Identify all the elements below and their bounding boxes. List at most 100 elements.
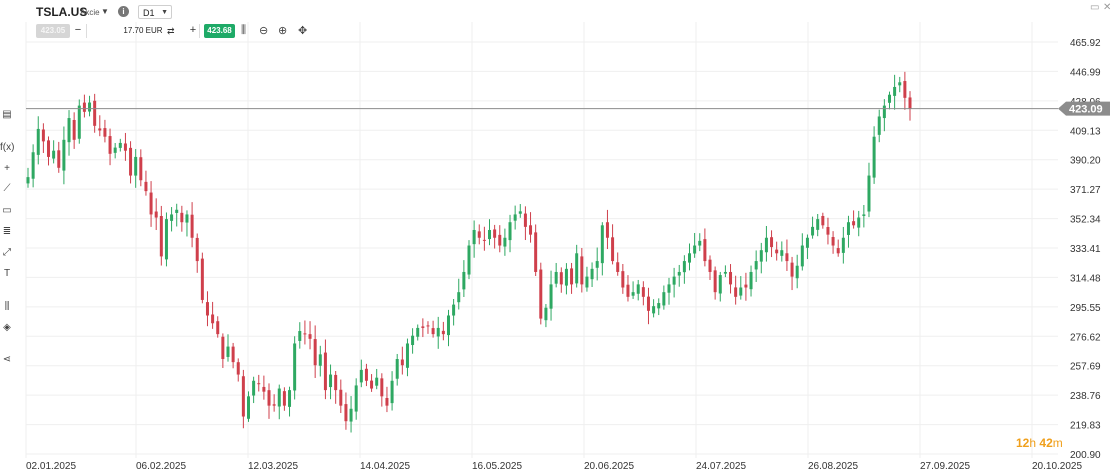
indicator-icon[interactable]: ⫼ (4, 301, 10, 312)
zoom-in-icon[interactable]: ⊕ (278, 25, 288, 37)
candle-body (354, 385, 358, 412)
y-tick-label: 314.48 (1070, 273, 1101, 284)
candle-body (303, 333, 307, 335)
candle-body (749, 271, 753, 290)
candle-body (170, 214, 174, 221)
candle-body (247, 396, 250, 419)
info-icon[interactable]: i (118, 6, 129, 17)
candle-body (395, 359, 399, 379)
current-price-tag: 423.09 (1058, 101, 1110, 116)
candle-body (139, 157, 143, 181)
candle-body (657, 303, 661, 309)
candle-body (318, 354, 322, 366)
zoom-out-icon[interactable]: ⊖ (259, 25, 269, 37)
candle-body (759, 250, 763, 262)
candle-body (390, 380, 394, 404)
minimize-icon[interactable]: ▭ (1090, 2, 1100, 13)
candle-body (262, 386, 266, 392)
candle-body (62, 139, 66, 171)
candle-body (785, 253, 789, 262)
symbol-dropdown-icon[interactable]: ▼ (101, 7, 109, 16)
layout-icon[interactable]: ▤ (2, 109, 12, 120)
candle-body (857, 217, 861, 228)
candle-body (323, 352, 327, 391)
candle-body (72, 119, 76, 140)
timer-minutes: 42 (1039, 436, 1053, 450)
candle-body (113, 147, 117, 153)
candle-body (908, 97, 912, 109)
candle-body (811, 226, 815, 236)
y-tick-label: 219.83 (1070, 421, 1101, 432)
candle-body (646, 296, 650, 311)
candle-body (503, 237, 507, 247)
x-tick-label: 20.10.2025 (1032, 461, 1082, 472)
fibonacci-icon[interactable]: ≣ (2, 226, 12, 237)
candle-body (267, 390, 271, 406)
trend-icon[interactable]: ⤢ (3, 247, 11, 258)
x-tick-label: 02.01.2025 (26, 461, 76, 472)
candle-body (564, 268, 568, 286)
timer-minutes-unit: m (1052, 436, 1063, 450)
candle-body (103, 128, 107, 137)
candle-body (852, 221, 856, 226)
candle-body (805, 237, 809, 248)
top-bar: TSLA.US Akcie ▼ i D1 ▼ ▭ ✕ (0, 0, 1114, 22)
close-icon[interactable]: ✕ (1103, 2, 1112, 13)
symbol-label[interactable]: TSLA.US (36, 5, 88, 19)
candle-body (385, 397, 389, 406)
amount-field[interactable]: 17.70 EUR (86, 24, 200, 38)
candle-body (498, 234, 502, 246)
candle-body (211, 314, 215, 324)
layers-icon[interactable]: ◈ (3, 322, 11, 333)
fx-icon[interactable]: f(x) (0, 142, 15, 153)
candle-body (221, 336, 225, 360)
candle-body (77, 105, 81, 139)
candle-body (257, 383, 261, 385)
candle-body (93, 100, 97, 126)
candle-body (472, 229, 476, 245)
candle-body (718, 275, 722, 294)
candle-body (57, 150, 61, 168)
share-icon[interactable]: ⋖ (2, 354, 12, 365)
candle-body (488, 229, 492, 240)
candle-body (334, 374, 338, 391)
candle-body (313, 339, 317, 366)
crosshair-icon[interactable]: + (4, 163, 10, 174)
candle-body (898, 82, 902, 86)
buy-button[interactable]: 423.68 (204, 24, 235, 38)
line-tool-icon[interactable]: ⟋ (3, 183, 11, 194)
x-tick-label: 24.07.2025 (696, 461, 746, 472)
candle-body (446, 315, 450, 336)
candle-body (493, 229, 497, 238)
candle-body (236, 362, 240, 375)
candle-body (703, 239, 707, 262)
text-tool-icon[interactable]: T (3, 268, 11, 279)
candle-body (154, 211, 158, 218)
sell-button[interactable]: 423.05 (36, 24, 70, 38)
timeframe-select[interactable]: D1 ▼ (138, 5, 172, 19)
candle-body (31, 152, 35, 179)
candle-body (636, 284, 640, 294)
decrease-amount-button[interactable]: − (74, 24, 82, 36)
candle-body (775, 249, 779, 254)
y-tick-label: 257.69 (1070, 362, 1101, 373)
candle-body (175, 209, 179, 213)
move-icon[interactable]: ✥ (298, 25, 308, 37)
candle-body (329, 374, 333, 388)
candle-body (867, 175, 871, 212)
timer-hours: 12 (1016, 436, 1030, 450)
swap-icon[interactable]: ⇄ (167, 26, 175, 36)
candle-body (816, 219, 820, 230)
candle-body (144, 181, 148, 192)
candles-icon[interactable]: ⫼ (241, 24, 247, 36)
candle-body (380, 378, 384, 397)
candle-body (421, 326, 425, 328)
y-tick-label: 200.90 (1070, 450, 1101, 461)
candle-body (826, 227, 830, 235)
candle-body (272, 404, 276, 406)
increase-amount-button[interactable]: + (189, 24, 197, 36)
candle-body (652, 306, 656, 314)
candle-body (544, 307, 548, 321)
rectangle-icon[interactable]: ▭ (2, 205, 12, 216)
